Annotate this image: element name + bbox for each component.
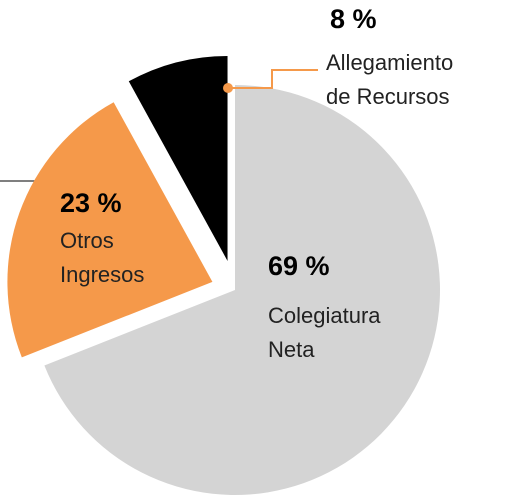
value-label: 23 % xyxy=(60,188,122,218)
value-label: 69 % xyxy=(268,251,330,281)
pie-slice xyxy=(128,55,228,261)
pie-slice xyxy=(7,102,213,358)
leader-line xyxy=(228,69,318,89)
slice-label: Allegamiento de Recursos xyxy=(326,50,453,109)
pie-slice xyxy=(44,85,441,495)
leader-dot xyxy=(223,83,233,93)
slice-label: Colegiatura Neta xyxy=(268,303,381,362)
slice-label: Otros Ingresos xyxy=(60,228,144,287)
value-label: 8 % xyxy=(330,4,377,34)
